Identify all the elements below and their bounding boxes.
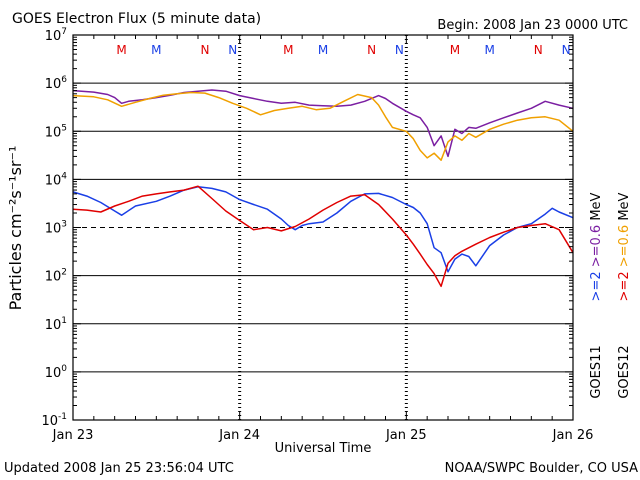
noon-marker: M	[283, 43, 293, 57]
noon-marker: M	[450, 43, 460, 57]
series-line	[72, 91, 574, 161]
legend-entry: GOES11	[589, 345, 604, 398]
series-line	[72, 185, 574, 288]
y-tick-label: 101	[45, 316, 67, 333]
series-line	[72, 186, 574, 273]
x-tick-label: Jan 26	[552, 428, 594, 443]
x-axis-label: Universal Time	[275, 441, 372, 456]
noon-marker: M	[318, 43, 328, 57]
noon-marker: M	[484, 43, 494, 57]
y-tick-label: 104	[45, 171, 68, 188]
y-tick-base: 10	[45, 77, 62, 92]
noon-marker: M	[116, 43, 126, 57]
legend-part: >=0.6	[617, 225, 632, 272]
y-tick-exponent: 7	[61, 27, 67, 37]
y-tick-base: 10	[45, 366, 62, 381]
credit-label: NOAA/SWPC Boulder, CO USA	[445, 461, 638, 476]
legend-part: MeV	[589, 192, 604, 224]
legend-part: >=0.6	[589, 225, 604, 272]
legend-part: GOES11	[589, 345, 604, 398]
y-tick-label: 10-1	[41, 412, 67, 429]
legend-entry: >=2 >=0.6 MeV	[589, 192, 604, 301]
x-axis-ticks: Jan 23 Jan 24 Jan 25 Jan 26	[52, 35, 594, 443]
x-tick-label: Jan 25	[385, 428, 427, 443]
y-tick-exponent: 3	[61, 220, 67, 230]
legend-entry: >=2 >=0.6 MeV	[617, 192, 632, 301]
x-tick-label: Jan 24	[218, 428, 260, 443]
y-tick-exponent: 1	[61, 316, 67, 326]
grid-lines	[73, 35, 573, 420]
y-tick-base: 10	[45, 222, 62, 237]
y-tick-label: 106	[45, 75, 68, 92]
y-tick-base: 10	[41, 414, 58, 429]
y-tick-base: 10	[45, 270, 62, 285]
updated-timestamp: Updated 2008 Jan 25 23:56:04 UTC	[4, 461, 234, 476]
y-tick-exponent: 6	[61, 75, 67, 85]
noon-marker: N	[534, 43, 543, 57]
y-tick-base: 10	[45, 318, 62, 333]
chart-title: GOES Electron Flux (5 minute data)	[12, 11, 261, 27]
y-tick-exponent: 4	[61, 171, 67, 181]
noon-marker: N	[367, 43, 376, 57]
begin-date-label: Begin: 2008 Jan 23 0000 UTC	[437, 18, 628, 33]
noon-marker: M	[151, 43, 161, 57]
y-tick-exponent: 5	[61, 123, 67, 133]
y-tick-exponent: -1	[58, 412, 67, 422]
legend-part: GOES12	[617, 345, 632, 398]
legend-part: MeV	[617, 192, 632, 224]
legend-part: >=2	[589, 271, 604, 301]
y-tick-label: 102	[45, 268, 67, 285]
y-tick-exponent: 2	[61, 268, 67, 278]
y-tick-label: 107	[45, 27, 67, 44]
noon-marker: N	[562, 43, 571, 57]
y-tick-label: 100	[45, 364, 68, 381]
y-tick-base: 10	[45, 125, 62, 140]
noon-marker: N	[200, 43, 209, 57]
y-axis-label: Particles cm⁻²s⁻¹sr⁻¹	[6, 146, 25, 311]
y-tick-label: 103	[45, 220, 67, 237]
y-tick-base: 10	[45, 173, 62, 188]
legend-part: >=2	[617, 271, 632, 301]
legend-entry: GOES12	[617, 345, 632, 398]
y-tick-label: 105	[45, 123, 67, 140]
data-series	[72, 89, 574, 288]
y-tick-base: 10	[45, 29, 62, 44]
noon-marker: N	[395, 43, 404, 57]
y-tick-exponent: 0	[61, 364, 67, 374]
x-tick-label: Jan 23	[52, 428, 94, 443]
noon-marker: N	[228, 43, 237, 57]
series-line	[72, 89, 574, 158]
